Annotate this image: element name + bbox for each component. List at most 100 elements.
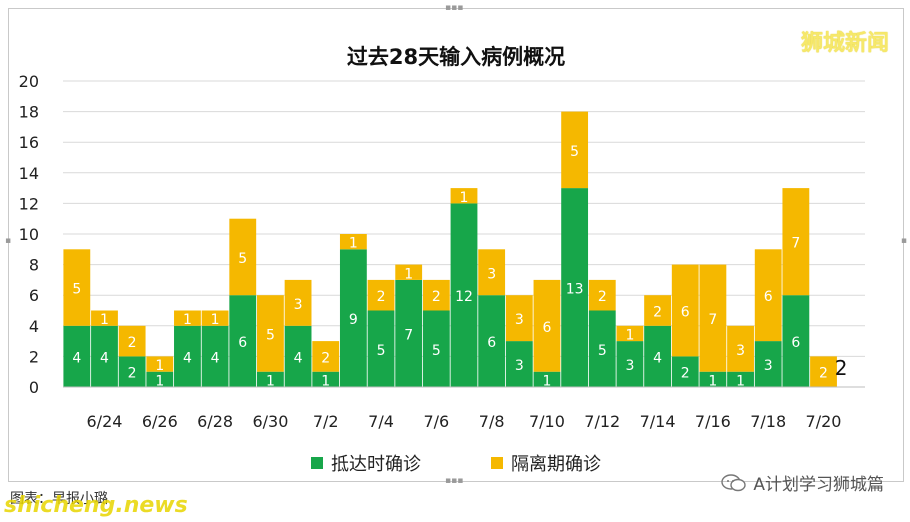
y-tick-label: 16 <box>19 133 39 152</box>
data-label-quarantine: 1 <box>404 266 413 282</box>
data-label-quarantine: 1 <box>100 312 109 328</box>
bar-quarantine <box>146 356 174 372</box>
frame-handle-left[interactable]: ▪ <box>5 236 12 246</box>
data-label-quarantine: 1 <box>183 312 192 328</box>
data-label-quarantine: 1 <box>211 312 220 328</box>
wechat-icon <box>721 473 747 493</box>
x-tick-label: 7/2 <box>313 412 339 431</box>
data-label-quarantine: 6 <box>764 289 773 305</box>
chart-credit: 图表：早报小璐 <box>10 491 108 507</box>
data-label-arrival: 4 <box>653 350 662 366</box>
x-tick-label: 7/8 <box>479 412 505 431</box>
bar-quarantine <box>450 188 478 204</box>
chart-frame: ▪▪▪ ▪▪▪ ▪ ▪ 过去28天输入病例概况 狮城新闻 0 2 4 6 8 10 12 14… <box>5 4 907 486</box>
bar-quarantine <box>644 295 671 326</box>
data-label-arrival: 6 <box>487 335 496 351</box>
bar-quarantine <box>616 325 644 342</box>
legend-item-quarantine: 隔离期确诊 <box>491 450 601 476</box>
bar-arrival <box>367 310 395 387</box>
x-tick-label: 6/30 <box>252 412 288 431</box>
x-tick-label: 7/14 <box>640 412 676 431</box>
bar-quarantine <box>229 218 257 296</box>
bar-quarantine <box>284 279 312 326</box>
data-label-arrival: 1 <box>543 373 552 389</box>
x-tick-label: 7/16 <box>695 412 731 431</box>
bar-quarantine <box>367 279 395 311</box>
data-label-quarantine: 2 <box>321 350 330 366</box>
data-label-quarantine: 2 <box>128 335 137 351</box>
y-tick-label: 6 <box>29 286 39 305</box>
data-label-quarantine: 1 <box>460 190 469 206</box>
data-label-arrival: 2 <box>681 366 690 382</box>
bar-arrival <box>339 249 367 387</box>
y-tick-label: 10 <box>19 225 39 244</box>
bar-arrival <box>450 203 478 387</box>
legend-label-quarantine: 隔离期确诊 <box>511 454 601 475</box>
bar-quarantine <box>395 264 423 280</box>
data-label-arrival: 13 <box>566 282 584 298</box>
bar-quarantine <box>671 264 699 357</box>
bar-quarantine <box>201 310 229 326</box>
data-label-arrival: 5 <box>598 343 607 359</box>
y-tick-label: 14 <box>19 164 39 183</box>
frame-handle-right[interactable]: ▪ <box>900 236 907 246</box>
bar-arrival <box>118 356 146 387</box>
data-label-arrival: 3 <box>625 358 634 374</box>
x-tick-label: 7/4 <box>368 412 394 431</box>
x-tick-label: 6/24 <box>87 412 123 431</box>
bar-arrival <box>312 371 340 387</box>
data-label-quarantine: 2 <box>377 289 386 305</box>
bar-arrival <box>284 325 312 387</box>
bar-quarantine <box>312 341 340 372</box>
data-label-arrival: 12 <box>455 289 473 305</box>
data-label-quarantine: 5 <box>570 144 579 160</box>
bar-arrival <box>257 371 284 387</box>
bar-arrival <box>727 371 754 387</box>
frame-handle-top[interactable]: ▪▪▪ <box>445 3 464 13</box>
bar-arrival <box>644 325 671 387</box>
legend-item-arrival: 抵达时确诊 <box>311 450 421 476</box>
bar-arrival <box>146 371 174 387</box>
data-label-arrival: 3 <box>515 358 524 374</box>
x-tick-label: 7/6 <box>423 412 449 431</box>
bar-arrival <box>395 279 423 387</box>
bar-arrival <box>588 310 616 387</box>
data-label-quarantine: 7 <box>708 312 717 328</box>
x-tick-label: 7/12 <box>584 412 620 431</box>
x-tick-label: 7/18 <box>750 412 786 431</box>
data-label-quarantine: 5 <box>238 251 247 267</box>
annotation-label: 2 <box>835 356 848 380</box>
data-label-quarantine: 6 <box>543 320 552 336</box>
bar-arrival <box>422 310 450 387</box>
data-label-arrival: 4 <box>211 350 220 366</box>
bar-quarantine <box>118 325 146 357</box>
wechat-account-name: A计划学习狮城篇 <box>753 475 884 495</box>
frame-handle-bottom[interactable]: ▪▪▪ <box>445 476 464 486</box>
bar-arrival <box>671 356 699 387</box>
data-label-quarantine: 5 <box>72 282 81 298</box>
bar-quarantine <box>588 279 616 311</box>
data-label-quarantine: 2 <box>432 289 441 305</box>
data-label-arrival: 1 <box>736 373 745 389</box>
bar-quarantine <box>810 356 837 387</box>
data-label-arrival: 1 <box>321 373 330 389</box>
bar-arrival <box>754 341 782 387</box>
data-label-arrival: 1 <box>266 373 275 389</box>
bar-quarantine <box>257 295 284 372</box>
watermark-logo: 狮城新闻 <box>800 31 889 56</box>
data-label-arrival: 6 <box>791 335 800 351</box>
data-label-arrival: 4 <box>72 350 81 366</box>
data-label-arrival: 4 <box>294 350 303 366</box>
bar-arrival <box>616 341 644 387</box>
data-label-arrival: 2 <box>128 366 137 382</box>
y-tick-label: 18 <box>19 103 39 122</box>
y-tick-label: 12 <box>19 194 39 213</box>
x-tick-label: 7/20 <box>806 412 842 431</box>
bar-arrival <box>174 325 201 387</box>
bar-quarantine <box>174 310 201 326</box>
data-label-arrival: 1 <box>155 373 164 389</box>
data-label-quarantine: 2 <box>819 366 828 382</box>
bar-arrival <box>91 325 118 387</box>
wechat-account: A计划学习狮城篇 <box>721 470 884 495</box>
